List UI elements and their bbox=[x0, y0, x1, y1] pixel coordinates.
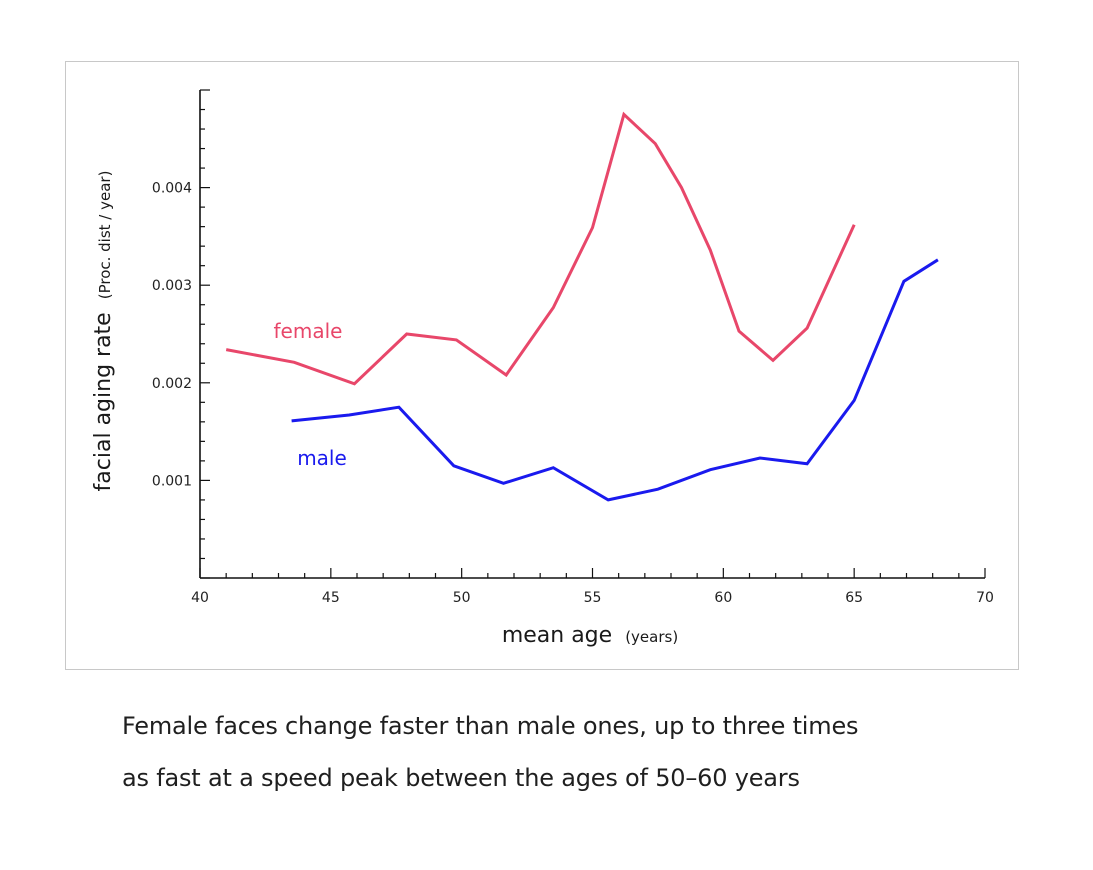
y-tick-label: 0.001 bbox=[152, 473, 192, 489]
y-axis-title-unit: (Proc. dist / year) bbox=[96, 171, 114, 300]
series-line-male bbox=[291, 258, 939, 502]
y-axis-title: facial aging rate (Proc. dist / year) bbox=[91, 171, 116, 492]
x-tick-label: 40 bbox=[191, 590, 209, 606]
x-tick-label: 50 bbox=[453, 590, 471, 606]
series-lines bbox=[225, 111, 939, 502]
y-tick-label: 0.004 bbox=[152, 181, 192, 197]
x-tick-label: 65 bbox=[845, 590, 863, 606]
x-tick-label: 60 bbox=[714, 590, 732, 606]
x-axis-title-text: mean age bbox=[502, 623, 612, 648]
figure-frame bbox=[65, 61, 1019, 670]
figure-caption: Female faces change faster than male one… bbox=[122, 700, 982, 804]
y-axis-title-text: facial aging rate bbox=[91, 312, 116, 491]
y-tick-label: 0.002 bbox=[152, 376, 192, 392]
caption-line-2: as fast at a speed peak between the ages… bbox=[122, 764, 800, 792]
x-tick-label: 70 bbox=[976, 590, 994, 606]
series-line-female bbox=[225, 111, 856, 386]
caption-line-1: Female faces change faster than male one… bbox=[122, 712, 859, 740]
series-label-female: female bbox=[274, 319, 343, 343]
y-tick-label: 0.003 bbox=[152, 278, 192, 294]
series-label-male: male bbox=[297, 446, 347, 470]
x-tick-label: 55 bbox=[584, 590, 602, 606]
x-tick-label: 45 bbox=[322, 590, 340, 606]
tick-marks bbox=[199, 89, 986, 579]
x-axis-title-unit: (years) bbox=[625, 628, 678, 646]
series-labels: female male bbox=[274, 319, 347, 470]
x-axis-title: mean age (years) bbox=[502, 623, 678, 648]
tick-labels: 0.001 0.002 0.003 0.004 40 45 50 55 60 65 70 bbox=[152, 181, 994, 606]
